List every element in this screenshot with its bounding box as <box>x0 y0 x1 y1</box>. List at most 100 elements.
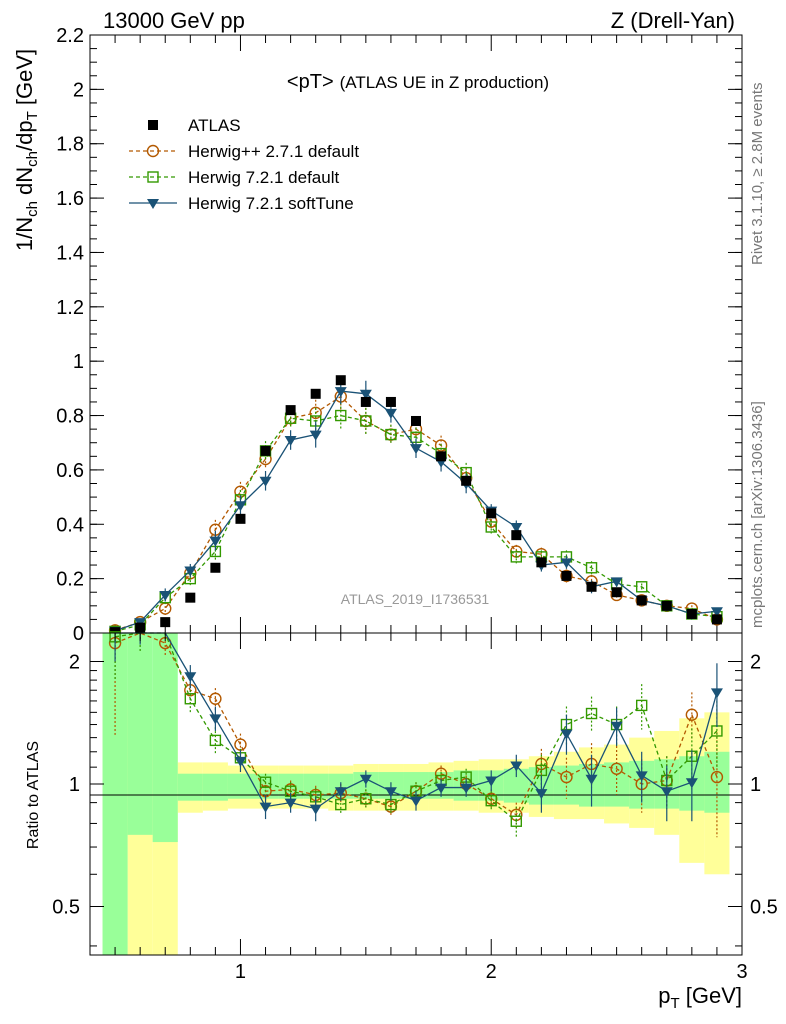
data-point <box>661 600 672 611</box>
ratio-xtick-label: 2 <box>486 961 497 983</box>
data-point <box>384 408 397 419</box>
ratio-point <box>485 794 497 807</box>
data-point <box>210 562 221 573</box>
ratio-point <box>309 804 322 815</box>
data-point <box>610 577 623 588</box>
data-point <box>135 622 146 633</box>
ratio-point <box>234 738 247 751</box>
data-point <box>309 406 322 420</box>
data-point <box>310 388 321 399</box>
data-point <box>711 614 722 625</box>
data-point <box>385 396 396 407</box>
ratio-ytick-label-right: 2 <box>750 652 761 674</box>
main-ytick-label: 0.8 <box>56 406 84 428</box>
ratio-panel: 0.5 0.5 1 1 2 2 1 2 3 Ratio to ATLAS pT [GeV] <box>25 631 778 1012</box>
data-point <box>359 389 372 400</box>
data-point <box>159 590 172 601</box>
ratio-ytick-label-right: 0.5 <box>750 896 778 918</box>
ratio-xtick-label: 3 <box>736 961 747 983</box>
ratio-frame <box>89 632 743 956</box>
ratio-point <box>635 699 648 712</box>
data-point <box>536 557 547 568</box>
band-green <box>127 633 153 835</box>
header-left: 13000 GeV pp <box>103 8 245 33</box>
data-point <box>335 409 347 422</box>
main-title-sub: (ATLAS UE in Z production) <box>340 73 549 92</box>
ratio-ytick-label: 0.5 <box>52 896 80 918</box>
ratio-line <box>114 632 718 816</box>
ratio-ylabel: Ratio to ATLAS <box>25 741 42 849</box>
watermark: ATLAS_2019_I1736531 <box>341 591 490 607</box>
data-point <box>636 595 647 606</box>
ratio-point <box>485 776 498 787</box>
data-point <box>635 581 648 593</box>
main-ytick-label: 2.2 <box>56 25 84 47</box>
ratio-point <box>359 774 372 785</box>
data-point <box>285 405 296 416</box>
legend-item-2: Herwig 7.2.1 default <box>129 168 339 187</box>
ratio-point <box>585 707 598 720</box>
legend-item-0: ATLAS <box>148 116 241 135</box>
ratio-point <box>460 783 473 794</box>
ratio-point <box>610 721 623 732</box>
ratio-point <box>184 672 197 683</box>
main-title-main: <pT> <box>287 71 334 93</box>
ratio-point <box>410 796 422 807</box>
data-point <box>235 513 246 524</box>
data-point <box>184 566 197 577</box>
ratio-point <box>560 729 573 740</box>
data-point <box>185 592 196 603</box>
ratio-point <box>209 714 222 725</box>
ratio-point <box>510 815 523 827</box>
legend-marker <box>147 199 159 209</box>
ratio-point <box>585 774 598 785</box>
data-point <box>510 551 523 563</box>
data-point <box>485 521 497 533</box>
ratio-point <box>510 761 523 772</box>
data-point <box>385 428 397 441</box>
band-green <box>604 762 630 807</box>
ratio-point <box>635 771 648 782</box>
legend-marker <box>146 144 160 158</box>
data-point <box>585 562 598 574</box>
main-ytick-label: 2 <box>73 79 84 101</box>
legend-label: Herwig 7.2.1 default <box>188 168 339 187</box>
band-green <box>152 633 178 843</box>
ratio-ytick-label-right: 1 <box>750 774 761 796</box>
data-point <box>360 415 372 427</box>
rivet-label: Rivet 3.1.10, ≥ 2.8M events <box>749 83 766 266</box>
legend-item-1: Herwig++ 2.7.1 default <box>129 142 359 161</box>
data-point <box>560 558 573 569</box>
data-point <box>209 536 222 547</box>
main-ytick-label: 0.6 <box>56 460 84 482</box>
ratio-ytick-label: 1 <box>69 774 80 796</box>
ratio-point <box>334 787 347 798</box>
ratio-point <box>184 693 197 705</box>
data-point <box>560 569 573 583</box>
data-point <box>561 570 572 581</box>
data-point <box>309 430 322 441</box>
ratio-point <box>535 789 548 800</box>
data-point <box>461 475 472 486</box>
ratio-point <box>435 783 448 794</box>
ratio-point <box>259 776 272 788</box>
legend-marker <box>148 120 158 130</box>
main-ytick-label: 1 <box>73 351 84 373</box>
series-0 <box>110 375 722 638</box>
legend-item-3: Herwig 7.2.1 softTune <box>129 194 354 213</box>
main-ytick-label: 1.4 <box>56 242 84 264</box>
band-green <box>177 773 203 801</box>
main-ytick-label: 1.6 <box>56 188 84 210</box>
data-point <box>436 451 447 462</box>
header-right: Z (Drell-Yan) <box>611 8 735 33</box>
ratio-point <box>284 798 297 809</box>
ratio-point <box>384 787 397 798</box>
ratio-point <box>685 708 699 721</box>
band-green <box>202 773 228 801</box>
ratio-point <box>234 756 247 767</box>
legend-label: ATLAS <box>188 116 241 135</box>
data-point <box>511 530 522 541</box>
mcplots-label: mcplots.cern.ch [arXiv:1306.3436] <box>749 401 766 628</box>
data-point <box>284 436 297 447</box>
